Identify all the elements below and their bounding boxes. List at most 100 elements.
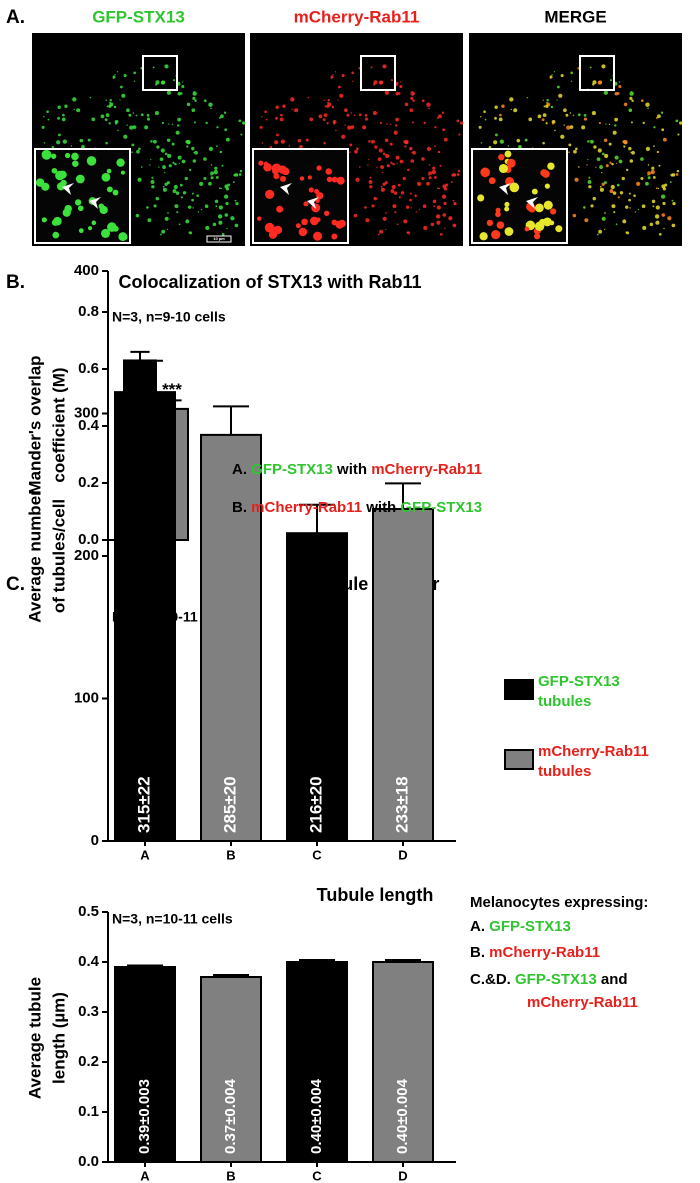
vesicle	[604, 153, 609, 159]
vesicle	[105, 99, 107, 101]
vesicle	[389, 142, 393, 146]
vesicle	[369, 185, 373, 189]
vesicle	[428, 171, 432, 176]
inset-vesicle	[271, 163, 282, 174]
vesicle	[667, 216, 672, 221]
vesicle	[658, 164, 661, 167]
vesicle	[377, 233, 380, 236]
vesicle	[551, 74, 553, 76]
vesicle	[410, 96, 414, 101]
vesicle	[434, 145, 436, 147]
inset-vesicle	[331, 176, 338, 183]
inset-vesicle	[338, 219, 346, 228]
inset-vesicle	[74, 199, 82, 206]
inset-vesicle	[298, 227, 308, 237]
vesicle	[365, 218, 370, 223]
vesicle	[62, 113, 65, 117]
vesicle	[404, 102, 409, 107]
vesicle	[382, 152, 386, 156]
vesicle	[568, 151, 570, 153]
vesicle	[608, 123, 611, 126]
inset-vesicle	[316, 217, 321, 222]
vesicle	[178, 162, 180, 164]
vesicle	[390, 79, 393, 82]
vesicle	[73, 108, 75, 111]
vesicle	[624, 205, 629, 209]
vesicle	[153, 204, 157, 208]
chart-title: Tubule length	[317, 885, 434, 905]
vesicle	[630, 121, 633, 124]
vesicle	[177, 117, 181, 122]
vesicle	[223, 111, 227, 114]
vesicle	[288, 145, 291, 147]
vesicle	[493, 140, 498, 145]
vesicle	[528, 117, 533, 122]
vesicle	[279, 117, 284, 122]
vesicle	[443, 137, 448, 142]
y-tick-label: 0.4	[78, 417, 100, 434]
vesicle	[399, 84, 403, 89]
vesicle	[621, 176, 625, 181]
arrowhead	[89, 197, 101, 209]
vesicle	[591, 111, 596, 116]
vesicle	[197, 211, 200, 213]
vesicle	[556, 99, 558, 101]
vesicle	[428, 164, 431, 166]
vesicle	[351, 71, 354, 75]
vesicle	[553, 71, 556, 73]
vesicle	[426, 102, 431, 107]
vesicle	[166, 90, 171, 95]
vesicle	[175, 130, 180, 135]
vesicle	[324, 105, 327, 108]
vesicle	[596, 157, 601, 162]
vesicle	[445, 183, 449, 187]
vesicle	[225, 187, 230, 191]
legend-text: B.	[232, 499, 251, 516]
vesicle	[87, 138, 91, 142]
vesicle	[167, 228, 169, 231]
vesicle	[344, 124, 346, 126]
inset-vesicle	[64, 152, 71, 159]
vesicle	[220, 114, 224, 119]
bar	[372, 961, 434, 1163]
vesicle	[235, 201, 239, 206]
vesicle	[389, 123, 392, 126]
vesicle	[327, 98, 330, 102]
inset-box	[142, 55, 178, 91]
vesicle	[605, 123, 607, 125]
x-tick-label: C	[312, 847, 322, 862]
vesicle	[395, 124, 398, 127]
vesicle	[426, 146, 432, 151]
vesicle	[394, 211, 397, 214]
vesicle	[554, 129, 556, 132]
inset-vesicle	[314, 188, 320, 194]
inset-vesicle	[106, 186, 113, 193]
vesicle	[612, 130, 617, 135]
vesicle	[654, 214, 660, 219]
vesicle	[656, 151, 659, 153]
vesicle	[551, 122, 555, 125]
vesicle	[575, 147, 578, 151]
vesicle	[480, 115, 482, 118]
vesicle	[114, 122, 118, 125]
vesicle	[116, 71, 119, 73]
vesicle	[439, 232, 443, 236]
chart-title: Colocalization of STX13 with Rab11	[118, 272, 421, 292]
vesicle	[43, 142, 46, 144]
vesicle	[364, 114, 368, 117]
inset-vesicle	[116, 158, 125, 167]
legend-text: mCherry-Rab11	[489, 944, 600, 961]
vesicle	[121, 93, 126, 98]
inset-vesicle	[258, 160, 264, 166]
vesicle	[64, 104, 68, 108]
vesicle	[433, 176, 437, 179]
vesicle	[587, 180, 592, 184]
vesicle	[675, 173, 679, 176]
vesicle	[393, 130, 398, 135]
bar	[372, 507, 434, 842]
vesicle	[338, 85, 341, 89]
vesicle	[436, 220, 441, 225]
vesicle	[217, 214, 223, 219]
vesicle	[351, 80, 354, 82]
vesicle	[168, 123, 170, 125]
